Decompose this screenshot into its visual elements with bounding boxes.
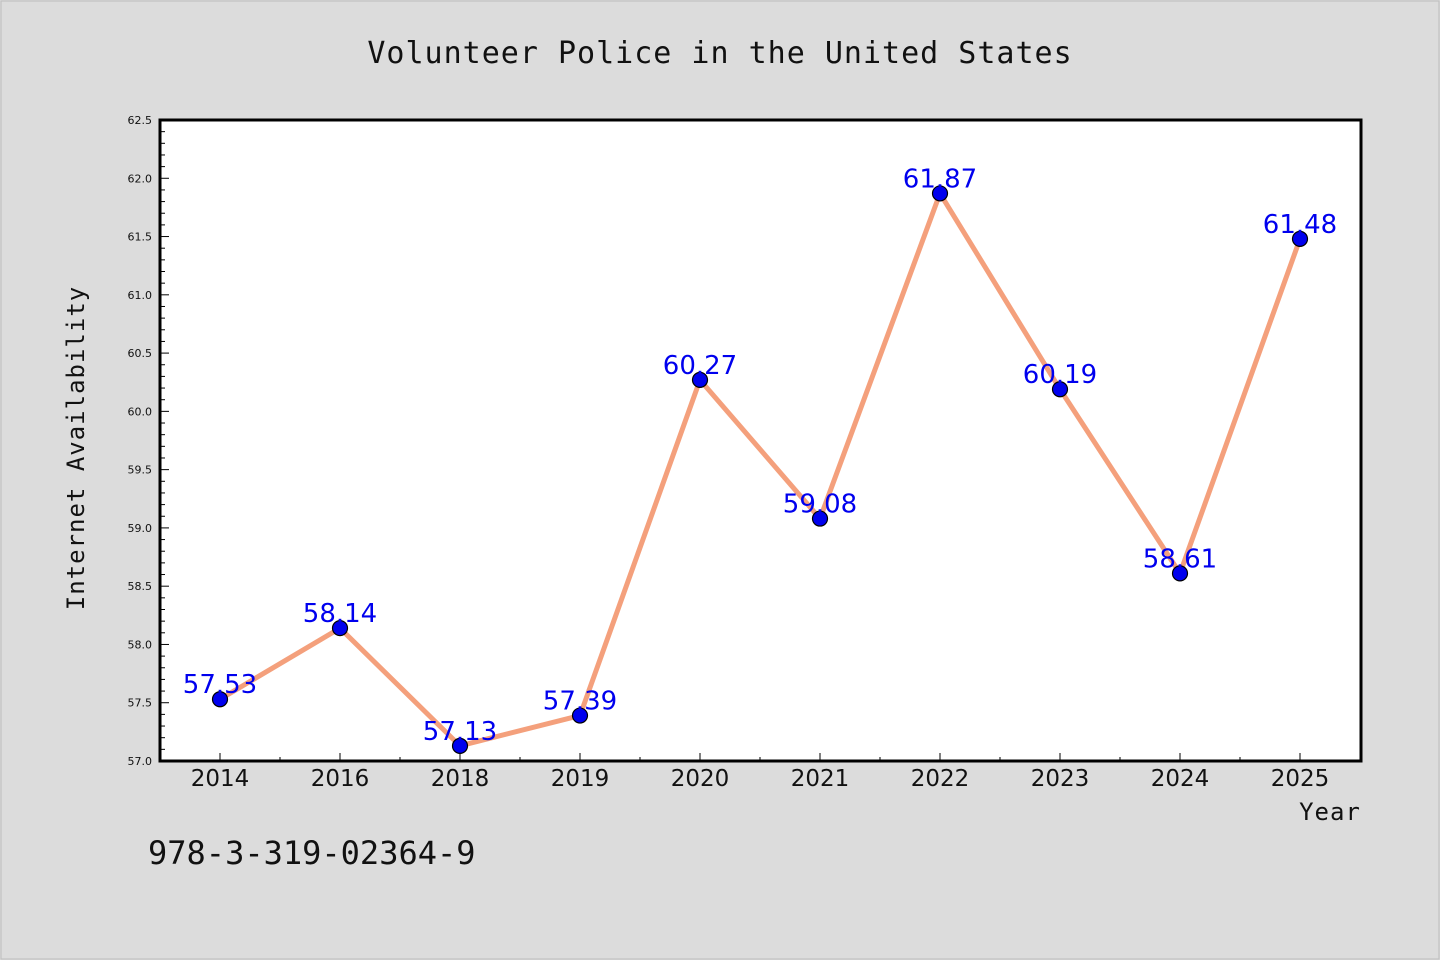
data-point — [1291, 230, 1309, 247]
x-tick-label: 2024 — [1151, 766, 1210, 792]
data-point — [571, 707, 589, 724]
x-tick-label: 2019 — [551, 766, 610, 792]
x-tick-label: 2023 — [1031, 766, 1090, 792]
data-label: 59.08 — [783, 490, 857, 520]
data-point — [1051, 381, 1069, 398]
data-labels: 57.53 58.14 57.13 57.39 60.27 59.08 61.87 60.19… — [183, 164, 1337, 746]
data-point — [331, 620, 349, 637]
data-label: 58.61 — [1143, 544, 1217, 574]
data-label: 61.87 — [903, 164, 977, 194]
data-point — [931, 185, 949, 202]
series-line-group — [217, 190, 1303, 749]
y-tick-label: 60.5 — [128, 347, 153, 360]
y-tick-label: 62.0 — [128, 172, 153, 185]
series-line — [217, 190, 1303, 749]
data-label: 57.13 — [423, 717, 497, 747]
x-tick-label: 2021 — [791, 766, 850, 792]
plot-frame — [158, 118, 1363, 763]
x-axis-label: Year — [1299, 798, 1361, 826]
x-tick-label: 2018 — [431, 766, 490, 792]
chart-title: Volunteer Police in the United States — [367, 36, 1072, 71]
y-tick-label: 57.0 — [128, 755, 153, 768]
y-tick-label: 59.0 — [128, 522, 153, 535]
y-tick-label: 58.5 — [128, 580, 153, 593]
y-tick-label: 61.5 — [128, 231, 153, 244]
x-tick-label: 2025 — [1271, 766, 1330, 792]
series-markers — [211, 185, 1309, 754]
data-label: 57.39 — [543, 687, 617, 717]
x-tick-label: 2016 — [311, 766, 370, 792]
y-tick-label: 59.5 — [128, 464, 153, 477]
isbn-footnote: 978-3-319-02364-9 — [148, 834, 476, 872]
data-label: 60.27 — [663, 351, 737, 381]
data-point — [811, 510, 829, 527]
y-tick-label: 60.0 — [128, 405, 153, 418]
y-tick-label: 62.5 — [128, 114, 153, 127]
data-label: 60.19 — [1023, 360, 1097, 390]
x-tick-label: 2022 — [911, 766, 970, 792]
axis-ticks: 57.0 57.5 58.0 58.5 59.0 59.5 60.0 60.5 61.0 61.5… — [128, 114, 1361, 792]
y-axis-label: Internet Availability — [62, 286, 90, 610]
data-label: 61.48 — [1263, 210, 1337, 240]
x-tick-label: 2020 — [671, 766, 730, 792]
data-label: 58.14 — [303, 599, 377, 629]
data-point — [211, 691, 229, 708]
y-tick-label: 58.0 — [128, 638, 153, 651]
y-tick-label: 61.0 — [128, 289, 153, 302]
data-label: 57.53 — [183, 670, 257, 700]
data-point — [691, 371, 709, 388]
data-point — [1171, 565, 1189, 582]
data-point — [451, 737, 469, 754]
x-tick-label: 2014 — [191, 766, 250, 792]
plot-area — [160, 120, 1361, 761]
y-tick-label: 57.5 — [128, 697, 153, 710]
